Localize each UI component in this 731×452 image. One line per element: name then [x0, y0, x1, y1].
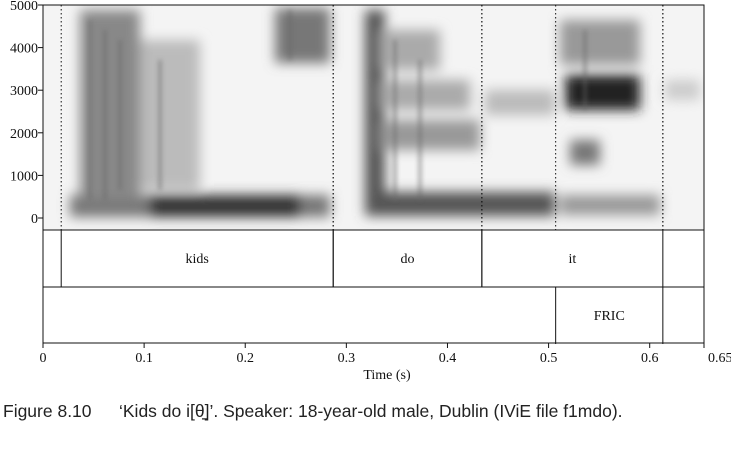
interval-label: FRIC — [594, 309, 625, 324]
caption-text: ‘Kids do i[θ̠]’. Speaker: 18-year-old ma… — [119, 401, 623, 421]
spectrogram-figure: Time (s) 0 1000 2000 3000 4000 5000 0 0.1 0.2 0.3… — [10, 0, 731, 383]
interval-label: it — [568, 252, 576, 267]
interval-label: kids — [186, 252, 209, 267]
frame — [42, 4, 705, 344]
x-tick-label: 0 — [40, 351, 47, 366]
caption-number: Figure 8.10 — [3, 401, 92, 421]
x-tick-label: 0.1 — [135, 351, 153, 366]
interval-label: do — [401, 252, 415, 267]
y-tick-label: 5000 — [10, 0, 38, 14]
x-tick-label: 0.3 — [338, 351, 356, 366]
axes — [42, 4, 705, 344]
x-tick-label: 0.2 — [236, 351, 254, 366]
x-tick-label: 0.5 — [540, 351, 558, 366]
y-tick-label: 4000 — [10, 42, 38, 57]
x-tick-label: 0.6537 — [708, 351, 731, 366]
spectrogram — [43, 5, 704, 230]
x-axis-label: Time (s) — [363, 368, 411, 383]
y-tick-label: 3000 — [10, 84, 38, 99]
x-tick-label: 0.6 — [641, 351, 659, 366]
y-tick-label: 0 — [31, 212, 38, 227]
caption: Figure 8.10 ‘Kids do i[θ̠]’. Speaker: 18-… — [3, 399, 723, 423]
x-tick-label: 0.4 — [439, 351, 457, 366]
y-tick-label: 1000 — [10, 169, 38, 184]
y-tick-label: 2000 — [10, 127, 38, 142]
